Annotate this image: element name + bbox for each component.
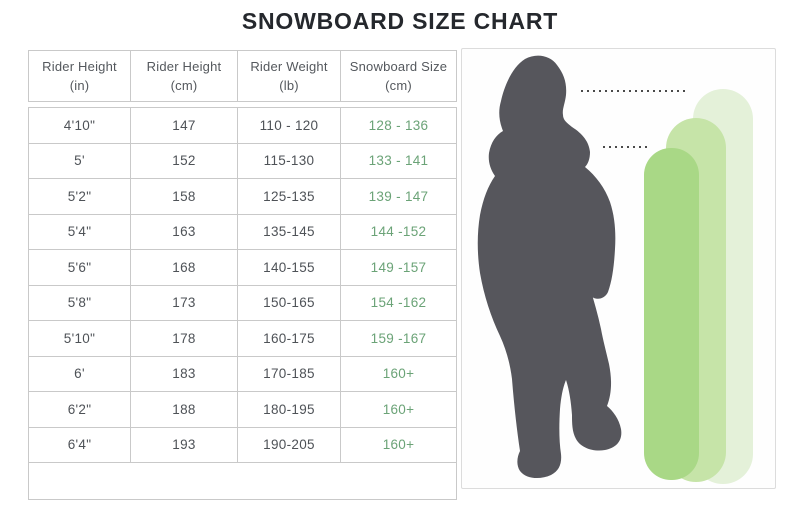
table-cell: 180-195 [238, 392, 341, 427]
table-cell: 188 [131, 392, 238, 427]
snowboard-size-cell: 133 - 141 [368, 153, 429, 169]
table-row: 5'2" 158 125-135 139 - 147 [29, 179, 456, 215]
snowboard-size-cell: 128 - 136 [368, 117, 429, 133]
table-cell: 125-135 [238, 179, 341, 214]
table-cell: 152 [131, 143, 238, 178]
snowboard-size-cell: 160+ [382, 401, 415, 417]
table-body: 4'10" 147 110 - 120 128 - 136 5' 152 115… [28, 107, 457, 500]
page-title: SNOWBOARD SIZE CHART [241, 8, 559, 34]
table-cell: 168 [131, 250, 238, 285]
table-cell: 147 [131, 108, 238, 143]
header-line: Rider Weight [250, 58, 328, 74]
header-cell-rider-weight-lb: Rider Weight (lb) [238, 51, 341, 101]
header-cell-snowboard-size-cm: Snowboard Size (cm) [341, 51, 456, 101]
table-cell: 6' [29, 356, 131, 391]
table-cell: 183 [131, 356, 238, 391]
table-cell: 193 [131, 427, 238, 462]
table-cell: 160-175 [238, 321, 341, 356]
snowboard-size-cell: 139 - 147 [368, 188, 429, 204]
snowboard-size-cell: 160+ [382, 366, 415, 382]
size-comparison-graphic [477, 55, 753, 484]
rider-silhouette-icon [477, 55, 622, 479]
header-unit: (cm) [385, 78, 412, 93]
table-row: 4'10" 147 110 - 120 128 - 136 [29, 108, 456, 144]
table-cell: 4'10" [29, 108, 131, 143]
size-table: Rider Height (in) Rider Height (cm) Ride… [28, 50, 457, 500]
table-row: 6' 183 170-185 160+ [29, 356, 456, 392]
table-cell: 140-155 [238, 250, 341, 285]
table-row: 6'2" 188 180-195 160+ [29, 392, 456, 428]
table-cell: 190-205 [238, 427, 341, 462]
table-empty-row [29, 463, 456, 499]
table-row: 5'6" 168 140-155 149 -157 [29, 250, 456, 286]
snowboard-size-cell: 144 -152 [370, 224, 427, 240]
table-row: 6'4" 193 190-205 160+ [29, 427, 456, 463]
table-header-row: Rider Height (in) Rider Height (cm) Ride… [28, 50, 457, 102]
table-row: 5'8" 173 150-165 154 -162 [29, 285, 456, 321]
header-unit: (cm) [170, 78, 198, 93]
header-unit: (in) [69, 78, 90, 93]
table-cell: 5' [29, 143, 131, 178]
snowboard-size-cell: 149 -157 [370, 259, 427, 275]
table-cell: 6'4" [29, 427, 131, 462]
table-cell: 5'4" [29, 214, 131, 249]
table-cell: 158 [131, 179, 238, 214]
table-row: 5' 152 115-130 133 - 141 [29, 143, 456, 179]
table-row: 5'4" 163 135-145 144 -152 [29, 214, 456, 250]
header-line: Snowboard Size [349, 58, 448, 74]
table-cell: 115-130 [238, 143, 341, 178]
table-cell: 5'8" [29, 285, 131, 320]
table-cell: 5'6" [29, 250, 131, 285]
snowboard-size-cell: 154 -162 [370, 295, 427, 311]
header-unit: (lb) [279, 78, 299, 93]
table-cell: 5'2" [29, 179, 131, 214]
header-line: Rider Height [42, 58, 117, 74]
table-cell: 170-185 [238, 356, 341, 391]
header-cell-rider-height-in: Rider Height (in) [29, 51, 131, 101]
snowboard-size-cell: 160+ [382, 437, 415, 453]
snowboard-size-cell: 159 -167 [370, 330, 427, 346]
table-cell: 135-145 [238, 214, 341, 249]
table-cell: 173 [131, 285, 238, 320]
table-row: 5'10" 178 160-175 159 -167 [29, 321, 456, 357]
illustration-panel [461, 48, 776, 489]
table-cell: 150-165 [238, 285, 341, 320]
table-cell: 6'2" [29, 392, 131, 427]
table-cell: 5'10" [29, 321, 131, 356]
table-cell: 110 - 120 [238, 108, 341, 143]
table-cell: 178 [131, 321, 238, 356]
header-line: Rider Height [146, 58, 222, 74]
table-cell: 163 [131, 214, 238, 249]
snowboard-front [644, 148, 699, 480]
header-cell-rider-height-cm: Rider Height (cm) [131, 51, 238, 101]
